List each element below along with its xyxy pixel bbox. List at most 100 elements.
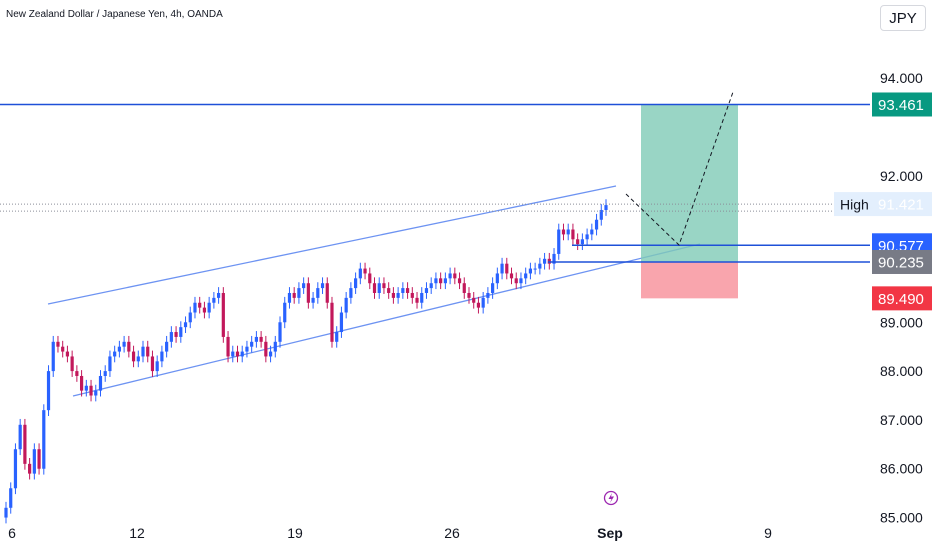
high-tag — [834, 192, 872, 217]
candle-body — [146, 346, 150, 357]
candle-body — [117, 346, 121, 352]
high-tag-label: High — [840, 197, 869, 213]
lightning-icon[interactable] — [603, 490, 619, 506]
risk-reward-zones[interactable] — [641, 104, 738, 299]
price-tick-label: 87.000 — [880, 412, 923, 428]
chart-title: New Zealand Dollar / Japanese Yen, 4h, O… — [6, 9, 223, 20]
time-axis[interactable]: 6 12 19 26 Sep 9 — [8, 525, 772, 541]
stop-zone — [641, 261, 738, 299]
candle-body — [538, 263, 542, 269]
candle-body — [283, 302, 287, 323]
candle-body — [476, 302, 481, 308]
candle-body — [61, 346, 65, 352]
time-tick-label: 12 — [129, 525, 145, 541]
price-axis-background — [870, 0, 932, 550]
candle-body — [491, 283, 495, 293]
candle-body — [98, 375, 103, 391]
candle-body — [113, 351, 117, 357]
candle-body — [387, 288, 391, 293]
candle-body — [358, 268, 362, 279]
price-tick-label: 85.000 — [880, 510, 923, 526]
candle-body — [594, 219, 599, 230]
candle-body — [311, 297, 315, 303]
candle-body — [141, 346, 145, 357]
candles — [4, 199, 608, 524]
candle-body — [32, 449, 36, 474]
time-tick-label: 19 — [287, 525, 303, 541]
target-badge-label: 93.461 — [878, 97, 924, 114]
candle-body — [42, 410, 46, 469]
price-levels[interactable] — [0, 103, 870, 263]
candle-body — [505, 263, 509, 274]
high-badge-label: 91.421 — [878, 197, 924, 214]
candle-body — [226, 336, 230, 357]
candle-body — [514, 278, 518, 284]
candle-body — [405, 288, 410, 293]
channel-upper-line — [47, 185, 617, 305]
price-tick-label: 89.000 — [880, 314, 923, 330]
price-tick-label: 92.000 — [880, 168, 923, 184]
candle-body — [212, 297, 216, 303]
candle-body — [287, 292, 292, 303]
candle-body — [604, 205, 608, 210]
candle-body — [165, 341, 169, 352]
candle-body — [420, 292, 424, 303]
candle-body — [9, 488, 13, 508]
candle-body — [37, 449, 41, 469]
candle-body — [509, 273, 514, 279]
candle-body — [79, 375, 84, 391]
price-tick-label: 94.000 — [880, 70, 923, 86]
currency-selector[interactable]: JPY — [880, 5, 926, 31]
candle-body — [216, 292, 221, 298]
candle-body — [136, 356, 140, 362]
candle-body — [363, 268, 367, 274]
candle-body — [65, 351, 70, 357]
candle-body — [377, 283, 381, 293]
candle-body — [495, 273, 499, 284]
candle-body — [250, 341, 254, 347]
candle-body — [448, 273, 452, 279]
candle-body — [599, 209, 603, 220]
candle-body — [339, 312, 344, 333]
candle-body — [443, 278, 447, 284]
candle-body — [4, 507, 8, 518]
candle-body — [231, 351, 235, 357]
projection-line — [625, 91, 734, 246]
candle-body — [429, 283, 433, 289]
candle-body — [221, 292, 225, 337]
price-axis[interactable]: 94.000 92.000 89.000 88.000 87.000 86.000 85.0… — [870, 0, 932, 550]
candle-body — [198, 302, 202, 308]
stop-badge-label: 89.490 — [878, 291, 924, 308]
candle-body — [354, 278, 358, 289]
time-tick-label: Sep — [597, 525, 623, 541]
candle-body — [292, 292, 296, 298]
candle-body — [273, 341, 277, 352]
candle-body — [481, 297, 485, 308]
currency-label: JPY — [889, 9, 917, 27]
candle-body — [240, 351, 244, 357]
candle-body — [179, 327, 183, 337]
candle-body — [193, 302, 197, 313]
ascending-channel[interactable] — [47, 185, 701, 397]
candle-body — [89, 385, 93, 396]
candle-body — [533, 268, 537, 270]
candle-body — [155, 361, 159, 372]
candle-body — [330, 302, 334, 342]
candle-body — [297, 288, 301, 298]
candle-body — [325, 283, 329, 303]
candle-body — [131, 351, 136, 362]
candle-body — [202, 307, 207, 313]
candle-body — [306, 283, 310, 303]
candle-body — [415, 297, 419, 303]
candle-body — [84, 385, 88, 391]
candle-body — [51, 341, 55, 372]
candle-body — [169, 332, 173, 342]
price-tick-label: 86.000 — [880, 461, 923, 477]
candle-body — [335, 332, 339, 342]
candle-body — [254, 336, 258, 342]
candle-body — [528, 268, 533, 274]
candle-body — [302, 283, 306, 289]
candle-body — [18, 424, 22, 450]
candle-body — [566, 229, 570, 235]
